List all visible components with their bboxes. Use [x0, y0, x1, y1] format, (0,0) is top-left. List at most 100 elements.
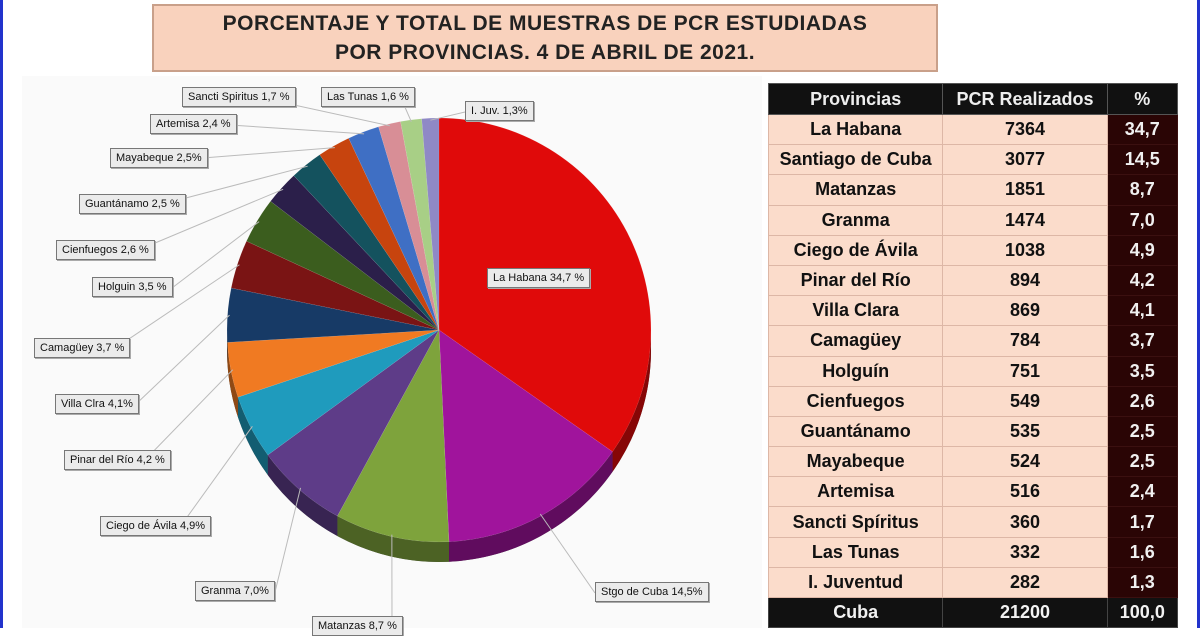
- province-cell: I. Juventud: [769, 567, 943, 597]
- header-percent: %: [1107, 84, 1177, 115]
- pie-chart-area: La Habana 34,7 %Stgo de Cuba 14,5%Matanz…: [22, 76, 762, 628]
- pcr-count-cell: 1851: [943, 175, 1107, 205]
- header-provincias: Provincias: [769, 84, 943, 115]
- pie-slice-label: Matanzas 8,7 %: [312, 616, 403, 636]
- leader-line: [135, 315, 230, 405]
- pcr-count-cell: 535: [943, 416, 1107, 446]
- pcr-count-cell: 7364: [943, 115, 1107, 145]
- percent-cell: 4,9: [1107, 235, 1177, 265]
- pie-slice-label: Granma 7,0%: [195, 581, 275, 601]
- percent-cell: 34,7: [1107, 115, 1177, 145]
- percent-cell: 2,5: [1107, 416, 1177, 446]
- percent-cell: 4,1: [1107, 296, 1177, 326]
- province-cell: Artemisa: [769, 477, 943, 507]
- leader-line: [190, 148, 335, 159]
- province-cell: Sancti Spíritus: [769, 507, 943, 537]
- pie-slice-label: Stgo de Cuba 14,5%: [595, 582, 709, 602]
- province-cell: Cienfuegos: [769, 386, 943, 416]
- pcr-count-cell: 1474: [943, 205, 1107, 235]
- percent-cell: 1,6: [1107, 537, 1177, 567]
- percent-cell: 4,2: [1107, 265, 1177, 295]
- percent-cell: 1,7: [1107, 507, 1177, 537]
- pcr-count-cell: 1038: [943, 235, 1107, 265]
- province-cell: La Habana: [769, 115, 943, 145]
- pcr-count-cell: 332: [943, 537, 1107, 567]
- table-header-row: Provincias PCR Realizados %: [769, 84, 1178, 115]
- province-cell: Matanzas: [769, 175, 943, 205]
- percent-cell: 8,7: [1107, 175, 1177, 205]
- percent-cell: 7,0: [1107, 205, 1177, 235]
- pie-slice-label: Pinar del Río 4,2 %: [64, 450, 171, 470]
- pie-slice-label: La Habana 34,7 %: [487, 268, 590, 288]
- percent-cell: 2,5: [1107, 447, 1177, 477]
- province-cell: Villa Clara: [769, 296, 943, 326]
- pie-slice-label: Camagüey 3,7 %: [34, 338, 130, 358]
- left-frame-border: [0, 0, 3, 628]
- pcr-count-cell: 869: [943, 296, 1107, 326]
- pcr-count-cell: 282: [943, 567, 1107, 597]
- province-cell: Las Tunas: [769, 537, 943, 567]
- pie-slice-label: I. Juv. 1,3%: [465, 101, 534, 121]
- pcr-count-cell: 549: [943, 386, 1107, 416]
- province-cell: Granma: [769, 205, 943, 235]
- pcr-count-cell: 516: [943, 477, 1107, 507]
- province-cell: Holguín: [769, 356, 943, 386]
- pcr-count-cell: 3077: [943, 145, 1107, 175]
- leader-line: [540, 514, 595, 593]
- province-cell: Ciego de Ávila: [769, 235, 943, 265]
- province-cell: Guantánamo: [769, 416, 943, 446]
- percent-cell: 14,5: [1107, 145, 1177, 175]
- total-count-cell: 21200: [943, 598, 1107, 628]
- province-cell: Pinar del Río: [769, 265, 943, 295]
- pie-slice-label: Guantánamo 2,5 %: [79, 194, 186, 214]
- pcr-count-cell: 360: [943, 507, 1107, 537]
- pie-slice-label: Holguin 3,5 %: [92, 277, 173, 297]
- pie-slice-label: Sancti Spiritus 1,7 %: [182, 87, 296, 107]
- percent-cell: 3,5: [1107, 356, 1177, 386]
- pcr-count-cell: 524: [943, 447, 1107, 477]
- pcr-count-cell: 751: [943, 356, 1107, 386]
- province-cell: Camagüey: [769, 326, 943, 356]
- province-cell: Mayabeque: [769, 447, 943, 477]
- province-cell: Santiago de Cuba: [769, 145, 943, 175]
- total-label-cell: Cuba: [769, 598, 943, 628]
- percent-cell: 3,7: [1107, 326, 1177, 356]
- pcr-count-cell: 894: [943, 265, 1107, 295]
- pcr-count-cell: 784: [943, 326, 1107, 356]
- total-percent-cell: 100,0: [1107, 598, 1177, 628]
- pie-slice-label: Las Tunas 1,6 %: [321, 87, 415, 107]
- pie-slice-label: Cienfuegos 2,6 %: [56, 240, 155, 260]
- header-pcr-realizados: PCR Realizados: [943, 84, 1107, 115]
- pie-slice-label: Artemisa 2,4 %: [150, 114, 237, 134]
- leader-line: [230, 125, 364, 134]
- percent-cell: 2,6: [1107, 386, 1177, 416]
- pie-slice-label: Villa Clra 4,1%: [55, 394, 139, 414]
- percent-cell: 1,3: [1107, 567, 1177, 597]
- leader-line: [275, 488, 301, 592]
- chart-title-line-2: POR PROVINCIAS. 4 DE ABRIL DE 2021.: [335, 38, 755, 67]
- leader-line: [180, 426, 252, 527]
- percent-cell: 2,4: [1107, 477, 1177, 507]
- pie-slice-label: Ciego de Ávila 4,9%: [100, 516, 211, 536]
- chart-title-line-1: PORCENTAJE Y TOTAL DE MUESTRAS DE PCR ES…: [223, 9, 868, 38]
- chart-title-box: PORCENTAJE Y TOTAL DE MUESTRAS DE PCR ES…: [152, 4, 938, 72]
- pie-slice-label: Mayabeque 2,5%: [110, 148, 208, 168]
